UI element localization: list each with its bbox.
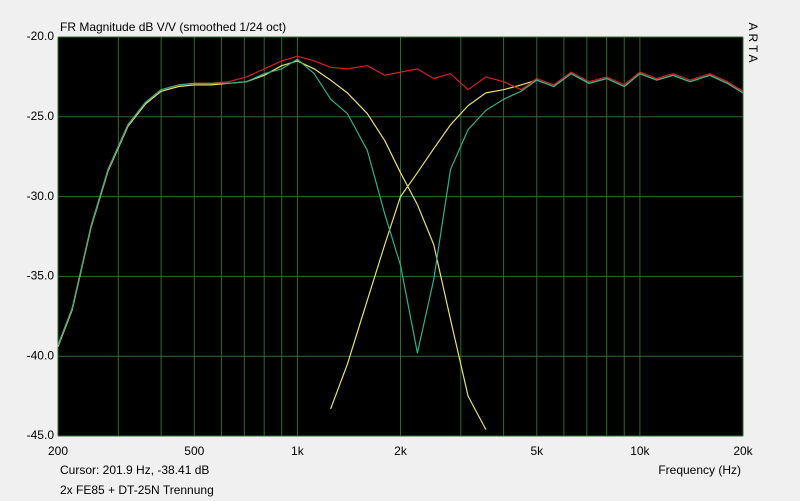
series-line [57,60,487,430]
x-tick-label: 1k [291,444,305,458]
series-line [57,58,744,354]
x-tick-label: 20k [733,444,753,458]
y-tick-label: -45.0 [27,428,55,442]
watermark: ARTA [746,23,760,66]
y-tick-label: -40.0 [27,348,55,362]
y-tick-label: -25.0 [27,109,55,123]
x-tick-label: 200 [48,444,68,458]
chart-title: FR Magnitude dB V/V (smoothed 1/24 oct) [60,20,286,34]
x-tick-label: 10k [630,444,650,458]
x-tick-label: 5k [530,444,544,458]
x-tick-label: 500 [184,444,204,458]
y-tick-label: -30.0 [27,189,55,203]
y-tick-label: -35.0 [27,269,55,283]
cursor-readout: Cursor: 201.9 Hz, -38.41 dB [60,463,209,477]
measurement-note: 2x FE85 + DT-25N Trennung [60,483,214,497]
y-tick-label: -20.0 [27,29,55,43]
x-tick-label: 2k [394,444,408,458]
x-axis-label: Frequency (Hz) [658,463,741,477]
